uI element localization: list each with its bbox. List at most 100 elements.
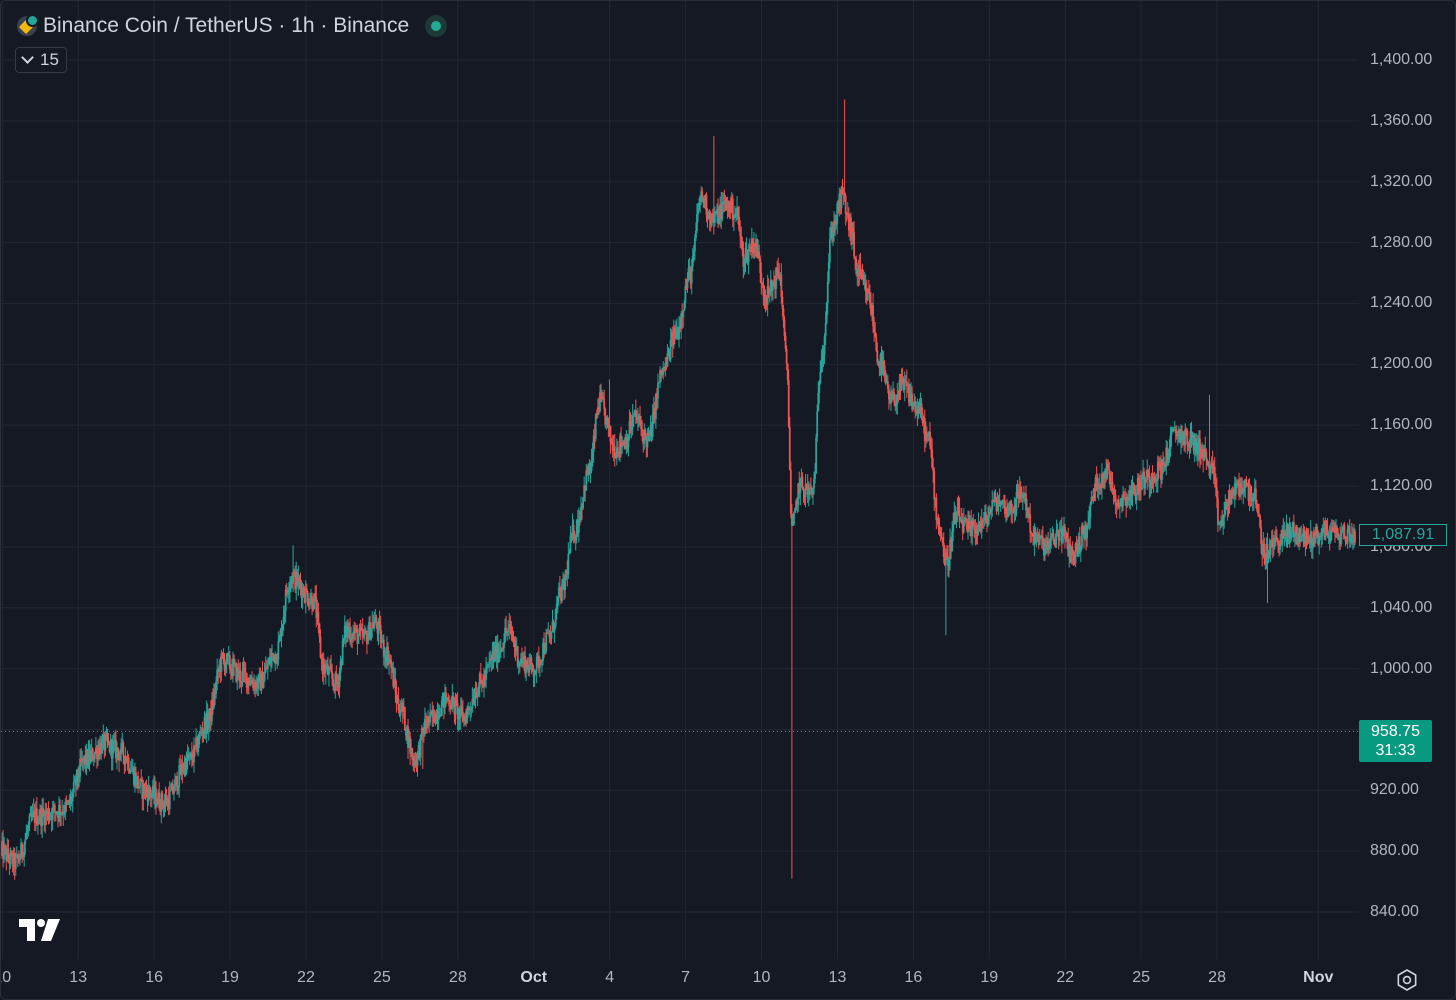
candle-body	[257, 675, 260, 689]
candle-body	[935, 497, 938, 521]
candle-body	[750, 238, 753, 252]
time-tick-label: 28	[1208, 969, 1226, 986]
candle-body	[862, 275, 865, 285]
candle-body	[388, 658, 390, 664]
candle-body	[586, 470, 589, 476]
candle-body	[601, 396, 603, 399]
candle-body	[235, 663, 238, 682]
candle-body	[1325, 522, 1328, 529]
candle-body	[579, 519, 581, 521]
candle-body	[1153, 476, 1156, 480]
candle-body	[397, 698, 400, 711]
candle-body	[703, 198, 706, 208]
candle-body	[544, 650, 547, 654]
market-status-icon[interactable]	[425, 15, 448, 37]
candle-body	[431, 712, 434, 718]
candle-body	[560, 590, 562, 601]
candle-body	[971, 520, 974, 537]
candle-body	[20, 843, 22, 859]
candle-body	[1229, 492, 1232, 505]
candle-body	[974, 529, 977, 534]
settings-icon[interactable]	[1395, 968, 1419, 992]
candle-body	[1133, 489, 1136, 493]
candle-body	[1221, 520, 1224, 526]
candle-body	[116, 747, 118, 759]
candle-body	[451, 695, 454, 710]
tradingview-logo[interactable]	[19, 919, 61, 943]
candle-body	[726, 201, 729, 210]
candle-body	[450, 706, 453, 710]
candle-body	[1183, 431, 1186, 446]
candle-body	[177, 787, 180, 791]
candle-body	[1280, 540, 1283, 545]
candle-body	[214, 692, 216, 694]
candle-body	[339, 660, 342, 673]
candle-body	[48, 816, 51, 820]
candle-body	[1053, 541, 1056, 545]
candle-body	[180, 764, 183, 775]
candle-body	[206, 711, 209, 729]
candle-body	[1148, 473, 1151, 488]
candle-body	[1043, 543, 1045, 556]
candle-body	[161, 793, 164, 805]
symbol-title[interactable]: Binance Coin / TetherUS · 1h · Binance	[43, 14, 410, 37]
candle-body	[1331, 527, 1334, 532]
candle-body	[908, 384, 910, 403]
candle-body	[260, 671, 263, 691]
candle-body	[304, 588, 307, 603]
candle-body	[1184, 428, 1187, 446]
candle-body	[52, 804, 55, 808]
candle-body	[293, 571, 296, 575]
candle-body	[356, 629, 359, 644]
candle-body	[688, 267, 691, 269]
candle-body	[477, 687, 480, 695]
candle-body	[707, 212, 710, 218]
candle-body	[1188, 446, 1191, 448]
candle-body	[1054, 536, 1057, 545]
candle-body	[904, 381, 907, 383]
candle-body	[89, 752, 92, 762]
candle-body	[503, 642, 505, 649]
candle-body	[215, 681, 218, 694]
candle-body	[897, 394, 900, 397]
candle-body	[1114, 495, 1117, 505]
candle-body	[898, 380, 901, 397]
candle-body	[946, 552, 948, 557]
candle-body	[444, 692, 446, 708]
candle-body	[540, 660, 542, 663]
candle-body	[10, 852, 13, 855]
candle-body	[151, 785, 154, 795]
candle-body	[938, 527, 941, 533]
candle-body	[1006, 507, 1008, 518]
candle-body	[424, 718, 426, 735]
candle-body	[1273, 537, 1276, 542]
candle-body	[322, 664, 325, 675]
candle-body	[846, 213, 849, 216]
candle-body	[573, 539, 576, 541]
candle-body	[867, 289, 870, 293]
candle-body	[714, 212, 716, 223]
chart-header: Binance Coin / TetherUS · 1h · Binance	[17, 11, 448, 41]
candle-body	[141, 779, 144, 800]
candle-body	[1251, 499, 1254, 502]
candle-body	[506, 632, 509, 634]
candle-body	[301, 587, 304, 598]
candle-body	[1271, 538, 1274, 548]
candle-body	[676, 329, 678, 333]
candle-body	[1015, 492, 1018, 511]
candle-body	[756, 238, 758, 258]
candle-body	[652, 407, 655, 415]
candle-body	[119, 754, 122, 761]
candle-body	[596, 407, 599, 415]
candle-body	[793, 512, 795, 524]
candle-body	[1299, 527, 1302, 542]
candle-body	[246, 678, 249, 688]
candle-body	[138, 787, 141, 789]
candle-body	[106, 735, 109, 742]
candle-body	[399, 711, 402, 716]
candle-body	[698, 205, 700, 210]
indicator-legend-toggle[interactable]: 15	[15, 47, 67, 73]
candle-body	[590, 459, 593, 472]
candle-body	[323, 664, 326, 673]
